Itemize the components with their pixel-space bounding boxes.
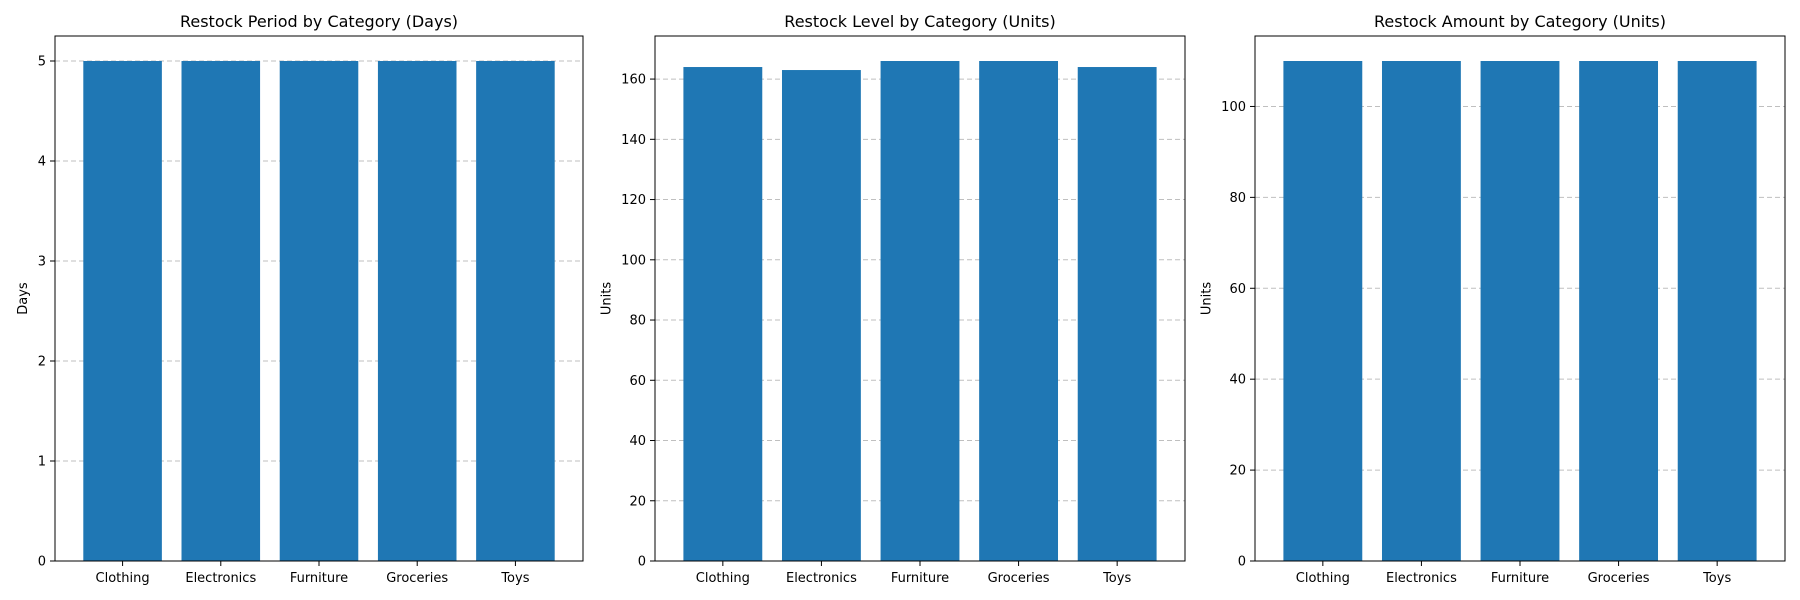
bar-toys	[1677, 61, 1757, 561]
bar-furniture	[1480, 61, 1560, 561]
y-tick-label: 2	[38, 355, 46, 370]
x-tick-label: Furniture	[290, 571, 348, 586]
x-tick-label: Clothing	[1296, 571, 1350, 586]
bar-clothing	[83, 61, 162, 561]
y-tick-label: 20	[1229, 464, 1246, 479]
bar-groceries	[377, 61, 457, 561]
chart-title: Restock Level by Category (Units)	[784, 12, 1055, 31]
y-tick-label: 60	[629, 374, 646, 389]
axes-frame	[654, 35, 1186, 562]
bar-groceries	[979, 61, 1059, 561]
y-tick-label: 60	[1229, 282, 1246, 297]
axes-frame	[1254, 35, 1786, 562]
y-tick-label: 80	[1229, 191, 1246, 206]
x-tick-label: Clothing	[96, 571, 150, 586]
bar-electronics	[181, 61, 261, 561]
y-tick-label: 140	[621, 133, 646, 148]
x-tick-label: Toys	[1102, 571, 1131, 586]
x-tick-label: Electronics	[1386, 571, 1457, 586]
bar-groceries	[1579, 61, 1659, 561]
y-tick-label: 3	[38, 255, 46, 270]
y-axis-label: Units	[1199, 282, 1214, 315]
x-tick-label: Furniture	[891, 571, 949, 586]
y-tick-label: 100	[1221, 100, 1246, 115]
x-tick-label: Electronics	[185, 571, 256, 586]
y-tick-label: 100	[621, 253, 646, 268]
x-tick-label: Electronics	[786, 571, 857, 586]
axes-frame	[54, 35, 584, 562]
y-tick-label: 5	[38, 55, 46, 70]
bar-clothing	[1283, 61, 1363, 561]
y-tick-label: 20	[629, 494, 646, 509]
bar-furniture	[880, 61, 960, 561]
y-tick-label: 0	[1238, 555, 1246, 570]
y-tick-label: 160	[621, 73, 646, 88]
y-tick-label: 80	[629, 314, 646, 329]
y-tick-label: 1	[38, 455, 46, 470]
x-tick-label: Groceries	[1588, 571, 1650, 586]
x-tick-label: Furniture	[1491, 571, 1549, 586]
x-tick-label: Groceries	[386, 571, 448, 586]
x-tick-label: Clothing	[696, 571, 750, 586]
y-tick-label: 40	[1229, 373, 1246, 388]
x-tick-label: Groceries	[988, 571, 1050, 586]
bar-electronics	[1381, 61, 1461, 561]
subplot-1: Clothing Electronics Furniture Groceries Toy…	[16, 12, 584, 586]
y-tick-label: 0	[38, 555, 46, 570]
subplot-3: Clothing Electronics Furniture Groceries Toy…	[1199, 12, 1786, 586]
y-tick-label: 120	[621, 193, 646, 208]
bar-toys	[476, 61, 555, 561]
bar-clothing	[683, 67, 763, 561]
bar-toys	[1077, 67, 1157, 561]
y-tick-label: 4	[38, 155, 46, 170]
bar-furniture	[279, 61, 359, 561]
subplot-2: Clothing Electronics Furniture Groceries Toy…	[599, 12, 1186, 586]
x-tick-label: Toys	[1702, 571, 1731, 586]
y-tick-label: 0	[638, 555, 646, 570]
y-axis-label: Units	[599, 282, 614, 315]
x-tick-label: Toys	[500, 571, 529, 586]
y-axis-label: Days	[16, 282, 31, 315]
chart-title: Restock Period by Category (Days)	[180, 12, 458, 31]
chart-title: Restock Amount by Category (Units)	[1374, 12, 1666, 31]
bar-electronics	[781, 70, 861, 562]
y-tick-label: 40	[629, 434, 646, 449]
